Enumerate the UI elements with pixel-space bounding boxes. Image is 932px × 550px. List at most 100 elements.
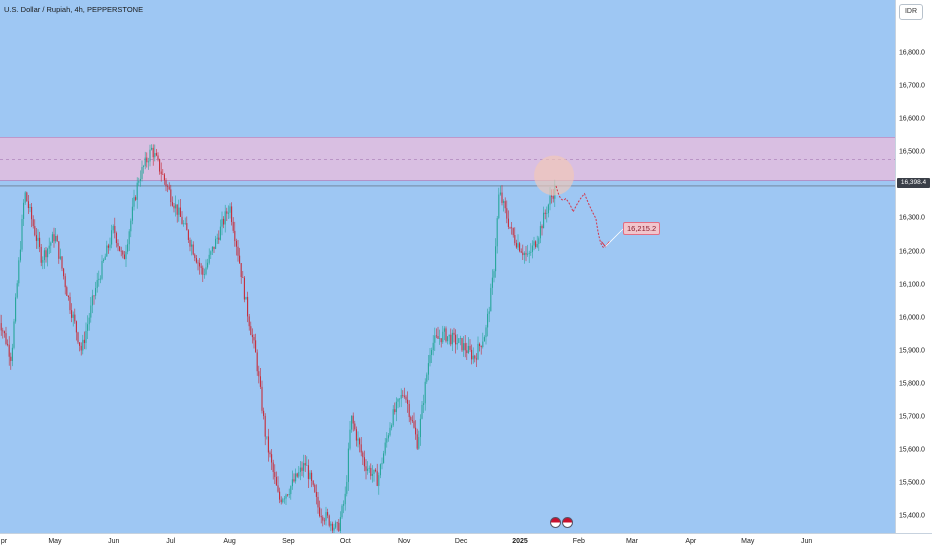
candle-body bbox=[216, 237, 218, 239]
candle-body bbox=[389, 427, 391, 436]
candle bbox=[130, 218, 132, 238]
candle bbox=[439, 329, 441, 345]
candle-body bbox=[256, 352, 258, 372]
candle-body bbox=[15, 297, 17, 322]
candle-body bbox=[459, 338, 461, 339]
price-tick-label: 16,100.0 bbox=[899, 281, 925, 289]
candle-body bbox=[424, 381, 426, 404]
us-flag-icon[interactable] bbox=[562, 517, 573, 528]
candle bbox=[349, 420, 351, 451]
candle-body bbox=[184, 223, 186, 224]
candle bbox=[431, 347, 433, 363]
candle bbox=[493, 268, 495, 283]
candle-body bbox=[247, 296, 249, 317]
candle-body bbox=[82, 339, 84, 351]
candle bbox=[39, 231, 41, 253]
price-chart[interactable] bbox=[0, 0, 895, 533]
candle bbox=[499, 185, 501, 196]
candle bbox=[24, 191, 26, 205]
candle bbox=[311, 470, 313, 488]
candle bbox=[45, 246, 47, 263]
chart-plot-area[interactable]: U.S. Dollar / Rupiah, 4h, PEPPERSTONE 16… bbox=[0, 0, 895, 533]
candle bbox=[461, 337, 463, 352]
candle-body bbox=[83, 339, 85, 344]
candle bbox=[263, 407, 265, 420]
candle-body bbox=[527, 253, 529, 255]
price-axis[interactable]: 16,800.016,700.016,600.016,500.016,400.0… bbox=[895, 0, 932, 533]
us-flag-icon[interactable] bbox=[550, 517, 561, 528]
candle bbox=[507, 210, 509, 230]
time-axis[interactable]: pr May Jun Jul Aug Sep Oct Nov Dec 2025 Feb Mar Apr M… bbox=[0, 533, 932, 550]
candle bbox=[327, 508, 329, 519]
candle-body bbox=[333, 527, 335, 531]
candle bbox=[290, 485, 292, 500]
candle bbox=[251, 328, 253, 344]
candle-body bbox=[394, 409, 396, 413]
candle bbox=[479, 342, 481, 352]
candle-body bbox=[211, 246, 213, 252]
candle-body bbox=[371, 473, 373, 476]
candle bbox=[165, 178, 167, 192]
candle bbox=[192, 241, 194, 256]
candle-body bbox=[194, 254, 196, 259]
candle bbox=[266, 436, 268, 440]
candle-body bbox=[3, 331, 5, 334]
candle bbox=[533, 236, 535, 251]
candle-body bbox=[136, 182, 138, 200]
candle-body bbox=[498, 194, 500, 219]
candle-body bbox=[520, 251, 522, 253]
candle-body bbox=[263, 410, 265, 416]
candle bbox=[178, 199, 180, 222]
candle-body bbox=[55, 236, 57, 242]
candle bbox=[151, 144, 153, 151]
candle-body bbox=[154, 153, 156, 158]
candle-body bbox=[373, 469, 375, 474]
time-tick-label: Feb bbox=[572, 538, 585, 545]
candle bbox=[275, 471, 277, 486]
candle bbox=[355, 426, 357, 447]
candle-body bbox=[538, 238, 540, 244]
candle-body bbox=[379, 464, 381, 476]
candle bbox=[40, 243, 42, 267]
candle-body bbox=[88, 317, 90, 325]
candle bbox=[141, 160, 143, 182]
us-flag-events[interactable] bbox=[550, 517, 576, 529]
candle-body bbox=[58, 241, 60, 259]
candle bbox=[3, 330, 5, 338]
candle-body bbox=[99, 278, 101, 280]
time-tick-label: 2025 bbox=[512, 538, 528, 545]
currency-badge[interactable]: IDR bbox=[899, 4, 923, 20]
candle bbox=[213, 246, 215, 254]
candle bbox=[490, 283, 492, 312]
candle bbox=[485, 324, 487, 345]
candle bbox=[122, 250, 124, 259]
candle bbox=[458, 338, 460, 344]
candle bbox=[376, 463, 378, 487]
candle-body bbox=[197, 262, 199, 264]
candle-body bbox=[123, 254, 125, 260]
candle bbox=[514, 227, 516, 246]
candle-body bbox=[127, 244, 129, 252]
candle bbox=[323, 517, 325, 525]
candle-body bbox=[403, 395, 405, 397]
candle bbox=[120, 246, 122, 257]
candle-body bbox=[59, 256, 61, 259]
candle bbox=[111, 224, 113, 249]
candle-body bbox=[186, 223, 188, 231]
candle bbox=[223, 216, 225, 229]
time-tick-label: pr bbox=[0, 538, 8, 545]
candle bbox=[242, 270, 244, 278]
candle-body bbox=[253, 337, 255, 341]
candle bbox=[451, 329, 453, 351]
candle-body bbox=[391, 425, 393, 428]
candle-body bbox=[466, 350, 468, 354]
candle-body bbox=[250, 326, 252, 335]
candle-body bbox=[493, 271, 495, 278]
candle bbox=[434, 327, 436, 352]
candle bbox=[368, 465, 370, 473]
candle bbox=[144, 151, 146, 170]
candle bbox=[79, 342, 81, 352]
candle-body bbox=[218, 237, 220, 240]
candle-body bbox=[418, 437, 420, 449]
candle-body bbox=[503, 201, 505, 203]
